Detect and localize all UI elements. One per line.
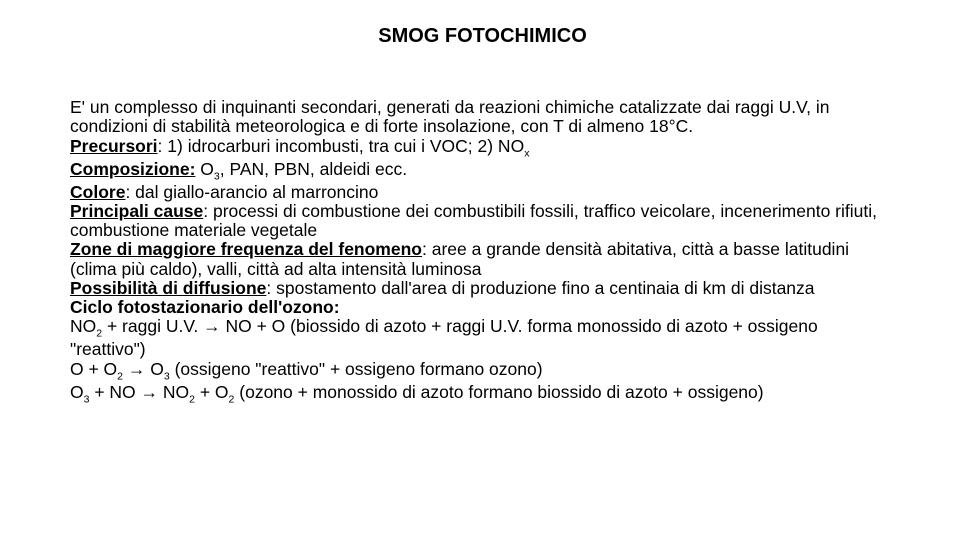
slide-body: E' un complesso di inquinanti secondari,… xyxy=(70,98,895,406)
r3-a: O xyxy=(70,382,84,402)
value-precursori-a: : 1) idrocarburi incombusti, tra cui i V… xyxy=(158,136,525,156)
line-precursori: Precursori: 1) idrocarburi incombusti, t… xyxy=(70,137,895,160)
line-cause: Principali cause: processi di combustion… xyxy=(70,202,895,241)
intro-paragraph: E' un complesso di inquinanti secondari,… xyxy=(70,98,895,137)
line-zone: Zone di maggiore frequenza del fenomeno:… xyxy=(70,240,895,279)
label-composizione: Composizione: xyxy=(70,159,195,179)
line-colore: Colore: dal giallo-arancio al marroncino xyxy=(70,183,895,202)
r3-b: + NO → NO xyxy=(89,382,189,402)
line-ciclo: Ciclo fotostazionario dell'ozono: xyxy=(70,298,895,317)
slide: SMOG FOTOCHIMICO E' un complesso di inqu… xyxy=(0,0,960,540)
line-composizione: Composizione: O3, PAN, PBN, aldeidi ecc. xyxy=(70,160,895,183)
value-colore: : dal giallo-arancio al marroncino xyxy=(125,182,378,202)
slide-title: SMOG FOTOCHIMICO xyxy=(70,25,895,48)
value-precursori-sub: x xyxy=(524,147,529,159)
value-composizione-b: , PAN, PBN, aldeidi ecc. xyxy=(220,159,407,179)
label-precursori: Precursori xyxy=(70,136,158,156)
value-diffusione: : spostamento dall'area di produzione fi… xyxy=(266,278,814,298)
r1-a: NO xyxy=(70,316,96,336)
reaction-2: O + O2 → O3 (ossigeno "reattivo" + ossig… xyxy=(70,360,895,383)
r2-b: → O xyxy=(123,359,164,379)
reaction-1: NO2 + raggi U.V. → NO + O (biossido di a… xyxy=(70,317,895,359)
line-diffusione: Possibilità di diffusione: spostamento d… xyxy=(70,279,895,298)
label-diffusione: Possibilità di diffusione xyxy=(70,278,266,298)
label-colore: Colore xyxy=(70,182,125,202)
label-cause: Principali cause xyxy=(70,201,203,221)
label-ciclo: Ciclo fotostazionario dell'ozono: xyxy=(70,297,340,317)
value-composizione-a: O xyxy=(195,159,213,179)
r3-c: + O xyxy=(195,382,229,402)
r2-c: (ossigeno "reattivo" + ossigeno formano … xyxy=(170,359,543,379)
r2-a: O + O xyxy=(70,359,117,379)
r1-b: + raggi U.V. → NO + O (biossido di azoto… xyxy=(70,316,818,359)
r3-d: (ozono + monossido di azoto formano bios… xyxy=(234,382,763,402)
reaction-3: O3 + NO → NO2 + O2 (ozono + monossido di… xyxy=(70,383,895,406)
label-zone: Zone di maggiore frequenza del fenomeno xyxy=(70,239,422,259)
